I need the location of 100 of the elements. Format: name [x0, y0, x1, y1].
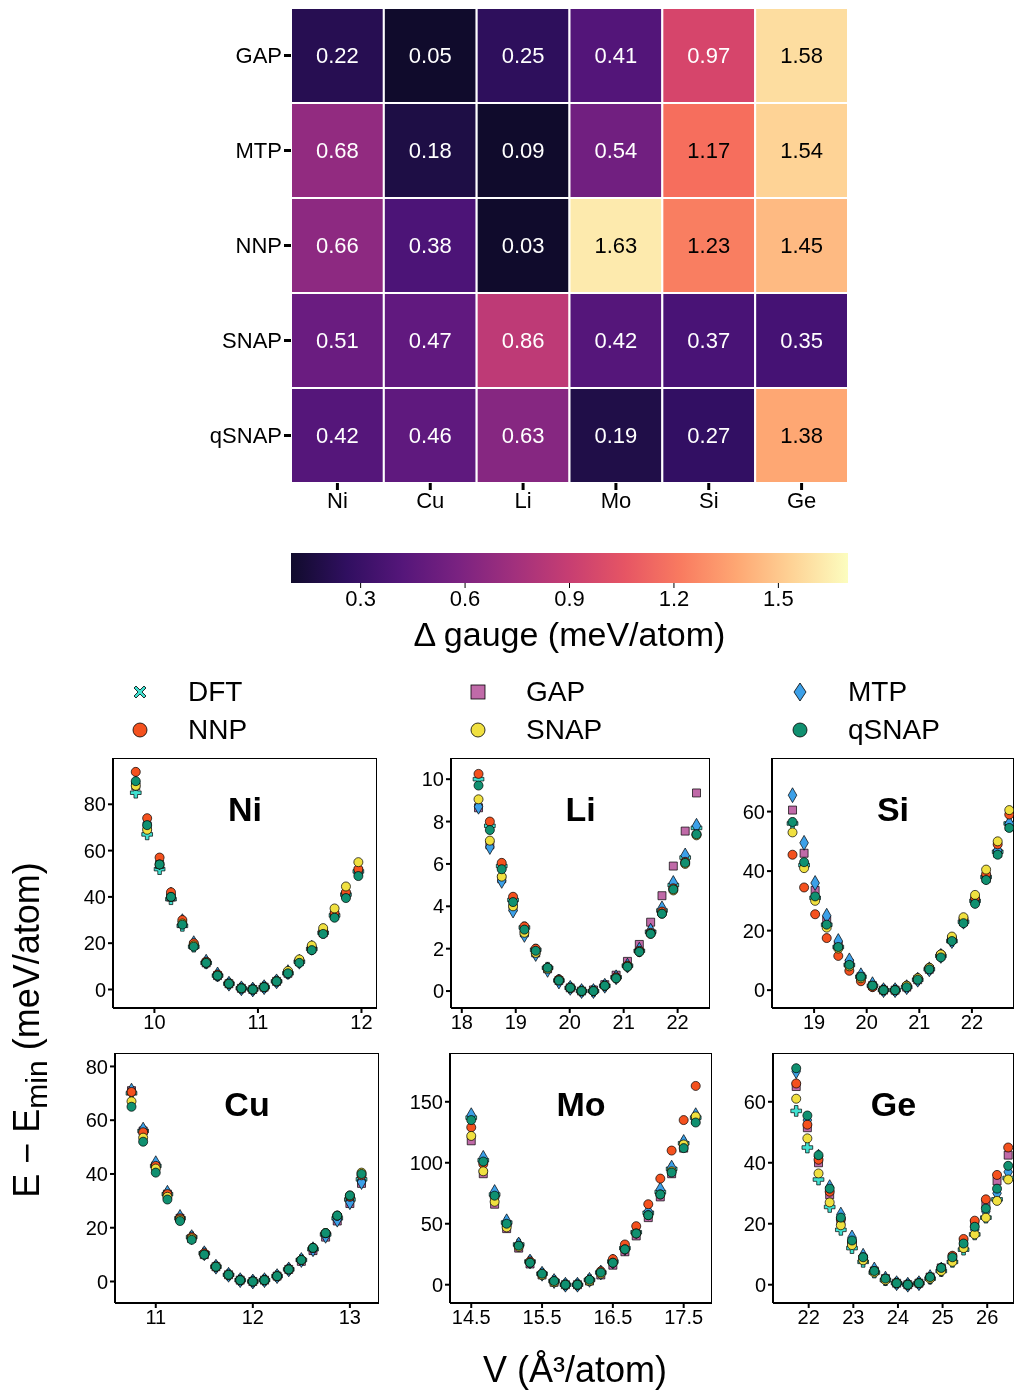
- y-tick-label: SNAP: [222, 328, 282, 354]
- y-tick-label: qSNAP: [209, 423, 282, 449]
- y-tick-label: 40: [743, 1151, 766, 1174]
- y-tick-label: 60: [743, 1090, 766, 1113]
- data-label: 0.86: [501, 328, 545, 353]
- y-tick-label: 2: [432, 937, 444, 960]
- legend-label: SNAP: [526, 714, 603, 746]
- y-tick-label: 0: [754, 1273, 766, 1296]
- text: Si: [875, 790, 911, 829]
- color-bar-label: 0.9: [554, 585, 585, 611]
- data-label: 0.18: [408, 138, 452, 163]
- data-label: 0.03: [501, 233, 545, 258]
- x-axis-title: V (Å³/atom): [482, 1349, 668, 1390]
- y-tick-label: 50: [420, 1212, 443, 1235]
- color-bar-label: 0.6: [449, 585, 481, 611]
- text: Ni: [227, 790, 263, 829]
- x-tick-label: Ge: [786, 487, 817, 513]
- data-label: 0.51: [316, 328, 359, 353]
- y-tick-label: 60: [85, 1109, 108, 1132]
- color-bar-label: 1.2: [658, 585, 690, 611]
- y-tick-label: 20: [83, 932, 106, 955]
- y-tick-label: 4: [432, 895, 444, 918]
- data-label: 0.41: [594, 43, 638, 68]
- x-tick-label: 25: [931, 1306, 954, 1329]
- data-label: 0.27: [687, 423, 731, 448]
- data-label: 1.63: [594, 233, 638, 258]
- x-tick-label: 11: [247, 1011, 269, 1034]
- data-label: 1.23: [687, 233, 731, 258]
- data-label: 0.68: [316, 138, 359, 163]
- text: Cu: [223, 1085, 271, 1124]
- x-tick-label: 26: [976, 1306, 999, 1329]
- y-tick-label: 0: [432, 980, 444, 1003]
- data-label: 0.63: [501, 423, 545, 448]
- x-tick-label: 21: [908, 1011, 931, 1034]
- legend-label: qSNAP: [848, 714, 940, 746]
- x-tick-label: 12: [241, 1306, 264, 1329]
- y-tick-label: 40: [742, 860, 765, 883]
- data-label: 1.17: [687, 138, 731, 163]
- y-tick-label: 40: [83, 885, 106, 908]
- y-tick-label: 20: [742, 919, 765, 942]
- y-tick-label: 60: [742, 800, 765, 823]
- x-tick-label: 11: [145, 1306, 167, 1329]
- x-tick-label: 15.5: [522, 1306, 562, 1329]
- data-label: 0.47: [408, 328, 452, 353]
- y-tick-label: 40: [85, 1163, 108, 1186]
- y-tick-label: 20: [85, 1216, 108, 1239]
- y-tick-label: 6: [432, 853, 444, 876]
- color-bar-title: Δ gauge (meV/atom): [412, 615, 727, 654]
- legend-label: MTP: [848, 676, 908, 708]
- y-tick-label: 150: [409, 1090, 443, 1113]
- y-tick-label: 80: [83, 793, 106, 816]
- data-label: 0.25: [501, 43, 545, 68]
- data-label: 1.38: [780, 423, 823, 448]
- data-label: 0.46: [408, 423, 452, 448]
- text: Ge: [869, 1085, 918, 1124]
- x-tick-label: 16.5: [593, 1306, 633, 1329]
- y-tick-label: 80: [85, 1055, 108, 1078]
- x-tick-label: 14.5: [451, 1306, 491, 1329]
- data-label: 0.42: [594, 328, 638, 353]
- x-tick-label: Cu: [416, 487, 445, 513]
- y-tick-label: 0: [753, 979, 765, 1002]
- y-tick-label: 0: [431, 1273, 443, 1296]
- x-tick-label: 20: [855, 1011, 878, 1034]
- legend-label: GAP: [526, 676, 586, 708]
- y-tick-label: GAP: [235, 43, 282, 69]
- x-tick-label: 19: [504, 1011, 527, 1034]
- y-tick-label: 20: [743, 1212, 766, 1235]
- data-label: 0.66: [316, 233, 359, 258]
- color-bar-label: 0.3: [345, 585, 376, 611]
- y-tick-label: MTP: [235, 138, 282, 164]
- x-tick-label: Ni: [327, 487, 348, 513]
- x-tick-label: Li: [514, 487, 532, 513]
- data-label: 1.58: [780, 43, 823, 68]
- data-label: 0.37: [687, 328, 731, 353]
- x-tick-label: 12: [350, 1011, 373, 1034]
- x-tick-label: 13: [338, 1306, 362, 1329]
- y-tick-label: 8: [432, 810, 444, 833]
- x-tick-label: 19: [802, 1011, 826, 1034]
- data-label: 0.97: [687, 43, 731, 68]
- y-tick-label: 100: [409, 1151, 443, 1174]
- y-tick-label: 60: [83, 839, 106, 862]
- data-label: 0.38: [408, 233, 452, 258]
- color-bar-label: 1.5: [763, 585, 794, 611]
- data-label: 1.45: [780, 233, 823, 258]
- data-label: 0.05: [408, 43, 452, 68]
- y-tick-label: NNP: [235, 233, 282, 259]
- legend-label: DFT: [188, 676, 243, 708]
- data-label: 0.09: [501, 138, 545, 163]
- text: Li: [564, 790, 597, 829]
- x-tick-label: 23: [842, 1306, 865, 1329]
- data-label: 0.35: [780, 328, 823, 353]
- x-tick-label: 10: [143, 1011, 166, 1034]
- x-tick-label: 20: [558, 1011, 581, 1034]
- legend-label: NNP: [188, 714, 248, 746]
- x-tick-label: 22: [797, 1306, 820, 1329]
- data-label: 0.42: [316, 423, 359, 448]
- x-tick-label: 24: [886, 1306, 910, 1329]
- data-label: 1.54: [780, 138, 823, 163]
- x-tick-label: 22: [666, 1011, 689, 1034]
- x-tick-label: 22: [960, 1011, 984, 1034]
